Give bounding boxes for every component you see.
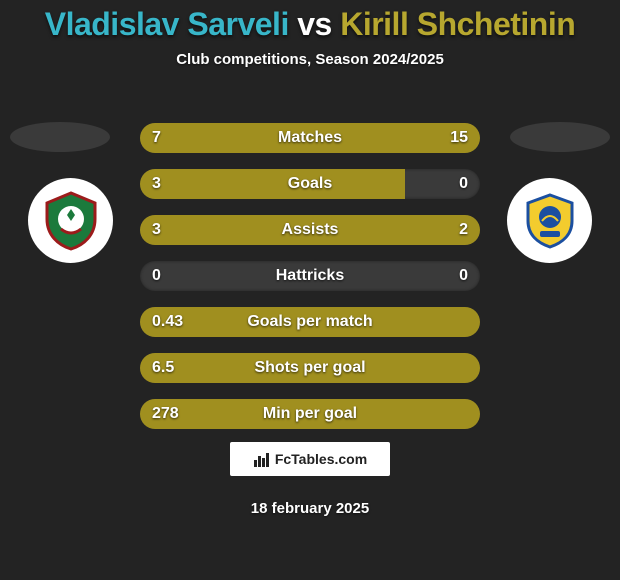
subtitle: Club competitions, Season 2024/2025 bbox=[0, 51, 620, 68]
lokomotiv-crest-icon bbox=[39, 189, 103, 253]
badge-shadow-right bbox=[510, 122, 610, 152]
team-badge-left bbox=[28, 178, 113, 263]
badge-shadow-left bbox=[10, 122, 110, 152]
comparison-title: Vladislav Sarveli vs Kirill Shchetinin bbox=[0, 0, 620, 43]
vs-separator: vs bbox=[297, 6, 332, 42]
stat-label: Min per goal bbox=[140, 399, 480, 429]
stat-label: Goals per match bbox=[140, 307, 480, 337]
stat-row: 30Goals bbox=[140, 169, 480, 199]
team-badge-right bbox=[507, 178, 592, 263]
stat-label: Assists bbox=[140, 215, 480, 245]
player2-name: Kirill Shchetinin bbox=[340, 6, 575, 42]
stat-label: Goals bbox=[140, 169, 480, 199]
rostov-crest-icon bbox=[518, 189, 582, 253]
stat-row: 32Assists bbox=[140, 215, 480, 245]
snapshot-date: 18 february 2025 bbox=[0, 500, 620, 517]
stat-label: Shots per goal bbox=[140, 353, 480, 383]
stat-row: 00Hattricks bbox=[140, 261, 480, 291]
brand-chart-icon bbox=[253, 450, 271, 468]
stat-bars: 715Matches 30Goals 32Assists 00Hattricks 0.4… bbox=[140, 123, 480, 445]
brand-text: FcTables.com bbox=[275, 451, 367, 467]
stat-row: 6.5Shots per goal bbox=[140, 353, 480, 383]
stat-row: 278Min per goal bbox=[140, 399, 480, 429]
stat-row: 715Matches bbox=[140, 123, 480, 153]
stat-label: Hattricks bbox=[140, 261, 480, 291]
stat-row: 0.43Goals per match bbox=[140, 307, 480, 337]
stat-label: Matches bbox=[140, 123, 480, 153]
brand-watermark: FcTables.com bbox=[230, 442, 390, 476]
player1-name: Vladislav Sarveli bbox=[45, 6, 289, 42]
